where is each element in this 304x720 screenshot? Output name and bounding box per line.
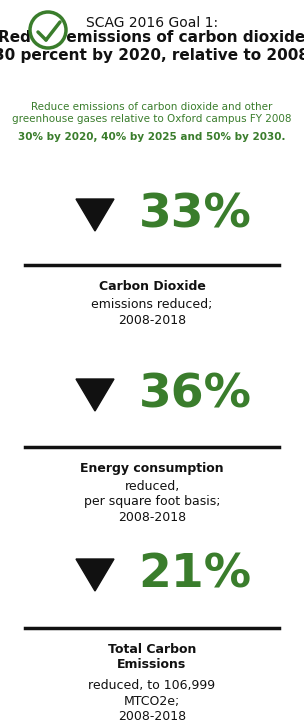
Text: 36%: 36% <box>139 372 251 418</box>
Polygon shape <box>76 199 114 231</box>
Text: emissions reduced;
2008-2018: emissions reduced; 2008-2018 <box>91 298 213 326</box>
Circle shape <box>30 12 66 48</box>
Text: Reduce emissions of carbon dioxide
30 percent by 2020, relative to 2008: Reduce emissions of carbon dioxide 30 pe… <box>0 30 304 63</box>
Text: 30% by 2020, 40% by 2025 and 50% by 2030.: 30% by 2020, 40% by 2025 and 50% by 2030… <box>18 132 286 142</box>
Polygon shape <box>76 559 114 591</box>
Polygon shape <box>76 379 114 411</box>
Text: reduced,
per square foot basis;
2008-2018: reduced, per square foot basis; 2008-201… <box>84 480 220 524</box>
Text: Reduce emissions of carbon dioxide and other
greenhouse gases relative to Oxford: Reduce emissions of carbon dioxide and o… <box>12 102 292 125</box>
Text: Total Carbon
Emissions: Total Carbon Emissions <box>108 643 196 671</box>
Text: reduced, to 106,999
MTCO2e;
2008-2018: reduced, to 106,999 MTCO2e; 2008-2018 <box>88 679 216 720</box>
Text: 33%: 33% <box>139 192 251 238</box>
Text: 21%: 21% <box>138 552 252 598</box>
Text: Carbon Dioxide: Carbon Dioxide <box>98 280 206 293</box>
Text: SCAG 2016 Goal 1:: SCAG 2016 Goal 1: <box>86 16 218 30</box>
Text: Energy consumption: Energy consumption <box>80 462 224 475</box>
